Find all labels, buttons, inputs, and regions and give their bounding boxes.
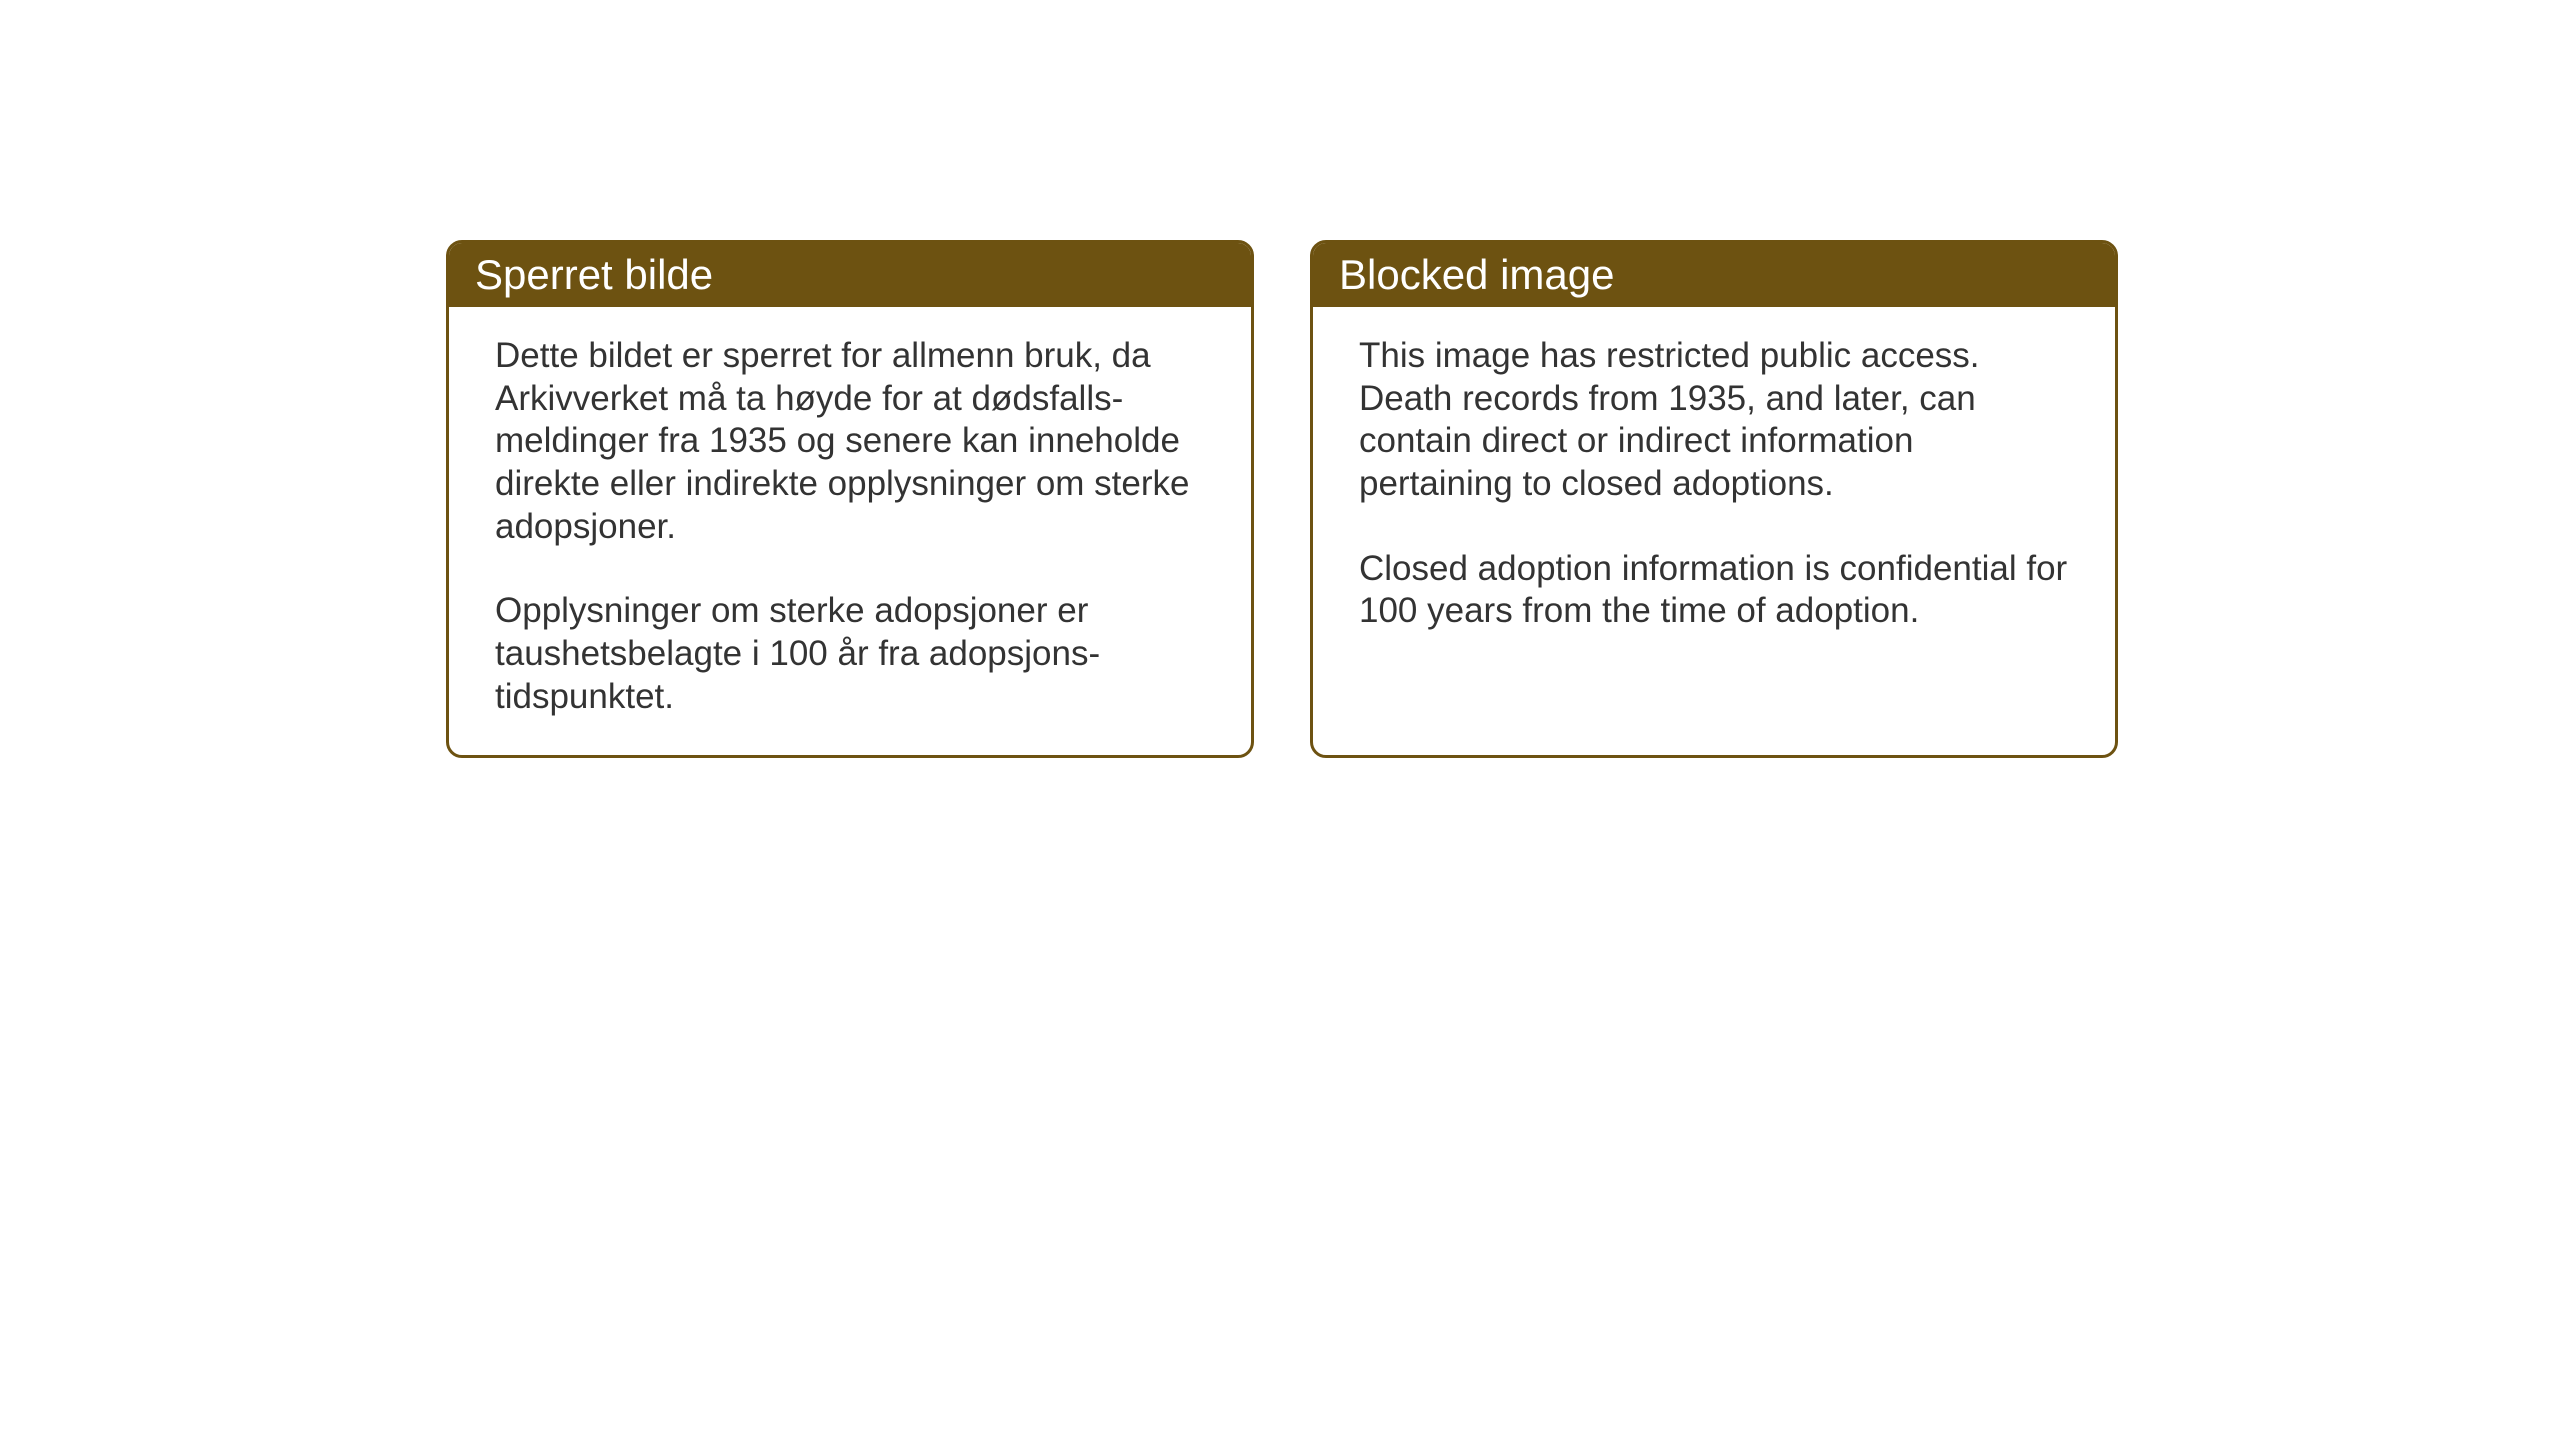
notice-cards-container: Sperret bilde Dette bildet er sperret fo… — [446, 240, 2118, 758]
norwegian-paragraph-2: Opplysninger om sterke adopsjoner er tau… — [495, 590, 1205, 718]
norwegian-paragraph-1: Dette bildet er sperret for allmenn bruk… — [495, 335, 1205, 548]
english-paragraph-1: This image has restricted public access.… — [1359, 335, 2069, 506]
english-card-body: This image has restricted public access.… — [1313, 307, 2115, 669]
norwegian-notice-card: Sperret bilde Dette bildet er sperret fo… — [446, 240, 1254, 758]
english-notice-card: Blocked image This image has restricted … — [1310, 240, 2118, 758]
norwegian-card-title: Sperret bilde — [449, 243, 1251, 307]
english-card-title: Blocked image — [1313, 243, 2115, 307]
english-paragraph-2: Closed adoption information is confident… — [1359, 548, 2069, 633]
norwegian-card-body: Dette bildet er sperret for allmenn bruk… — [449, 307, 1251, 755]
